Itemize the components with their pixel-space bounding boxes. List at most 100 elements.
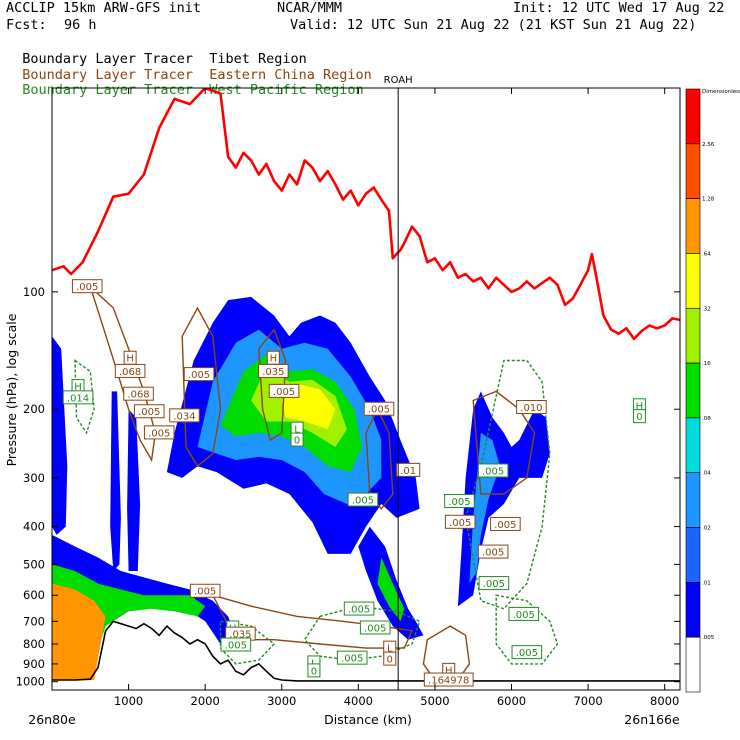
label-box [632, 409, 646, 424]
column-c [52, 336, 68, 535]
colorbar-swatch [685, 307, 701, 364]
label-box [258, 363, 289, 378]
forecast-label: Fcst: [6, 17, 47, 33]
y-tick-label: 600 [23, 588, 45, 602]
contour-label: .014 [67, 393, 89, 404]
brown-contour-west [88, 284, 157, 463]
tracer-contours [52, 284, 680, 682]
brown-contour-low-east [422, 625, 471, 681]
colorbar-swatch [685, 582, 701, 638]
label-box [343, 601, 375, 616]
contour-label: .005 [494, 520, 516, 531]
forecast-value: 96 h [64, 17, 97, 33]
contour-label: .005 [482, 466, 504, 477]
colorbar-label: .16 [702, 361, 711, 367]
contour-label: .005 [368, 405, 390, 416]
contour-label: 0 [311, 666, 317, 677]
contour-label: .034 [173, 411, 195, 422]
x-tick-label: 5000 [420, 694, 449, 708]
contour-label: H [270, 354, 278, 365]
label-box [444, 494, 475, 509]
contour-label: .068 [127, 390, 149, 401]
contour-labels: .005H.068H.014.068.005.005.005.034H.035.… [62, 279, 646, 687]
y-axis: 100 200 300 400 500 600 700 800 900 1000 [16, 285, 680, 689]
contour-label: .005 [188, 370, 210, 381]
tropopause-line [52, 88, 680, 341]
green-contour-east [464, 359, 551, 610]
label-box [478, 576, 510, 591]
colorbar-swatch [685, 253, 701, 309]
label-box [123, 386, 154, 401]
label-box [363, 401, 395, 416]
colorbar-label: 2.56 [702, 142, 715, 148]
x-axis-title: Distance (km) [324, 712, 412, 727]
label-box [383, 651, 397, 666]
label-box [423, 672, 474, 687]
label-box [71, 279, 103, 294]
label-box [183, 367, 215, 382]
contour-label: H [445, 666, 453, 677]
colorbar: .005 .01 .02 .04 .08 .16 .32 .64 1.28 2.56 Dimensi… [685, 88, 740, 693]
colorbar-label: .08 [702, 416, 711, 422]
org-label: NCAR/MMM [277, 0, 343, 16]
y-tick-label: 300 [23, 471, 45, 485]
label-box [290, 432, 304, 447]
colorbar-label: .32 [702, 306, 711, 312]
colorbar-swatch [685, 143, 701, 199]
contour-label: .005 [352, 496, 374, 507]
column-a [110, 391, 121, 571]
label-box [347, 492, 379, 507]
label-box [62, 390, 94, 405]
label-box [444, 514, 476, 529]
label-box [511, 645, 543, 660]
label-box [220, 637, 252, 652]
contour-label: .005 [148, 428, 170, 439]
green-contour-west [74, 359, 95, 435]
brown-contour-east [472, 390, 536, 495]
plot-frame [51, 87, 681, 691]
model-title: ACCLIP 15km ARW-GFS init [6, 0, 202, 16]
green-contour-low-east [495, 594, 559, 665]
x-tick-label: 2000 [191, 694, 220, 708]
contour-label: H [636, 401, 644, 412]
contour-label: .035 [229, 630, 251, 641]
bl-west-outer [52, 534, 236, 679]
y-tick-label: 900 [23, 657, 45, 671]
y-tick-label: 500 [23, 557, 45, 571]
colorbar-swatch [685, 198, 701, 254]
legend-west-pacific-region: West Pacific Region [209, 82, 364, 98]
label-box [516, 400, 547, 415]
colorbar-label: .02 [702, 526, 711, 532]
colorbar-swatch [685, 472, 701, 528]
legend-west-pacific-label: Boundary Layer Tracer [22, 82, 193, 98]
label-box [143, 425, 175, 440]
colorbar-label: .005 [702, 635, 715, 641]
label-box [477, 544, 509, 559]
x-tick-label: 7000 [573, 694, 602, 708]
contour-label: .005 [348, 605, 370, 616]
contour-label: .005 [225, 641, 247, 652]
y-tick-label: 400 [23, 520, 45, 534]
label-box [268, 383, 300, 398]
start-label: 26n80e [28, 712, 76, 727]
colorbar-label: .04 [702, 471, 711, 477]
legend-eastern-china-region: Eastern China Region [209, 67, 372, 83]
contour-label: .005 [364, 623, 386, 634]
filament-inner [377, 557, 405, 622]
green-contour-sw [219, 620, 276, 665]
y-tick-label: 800 [23, 637, 45, 651]
contour-label: .005 [76, 282, 98, 293]
bl-west-orange [52, 583, 106, 680]
label-box [477, 463, 509, 478]
contour-label: .005 [448, 497, 470, 508]
init-time: Init: 12 UTC Wed 17 Aug 22 [513, 0, 725, 16]
contour-label: .005 [449, 518, 471, 529]
y-tick-label: 100 [23, 285, 45, 299]
contour-label: .005 [482, 548, 504, 559]
label-box [307, 663, 321, 678]
label-box [359, 620, 391, 635]
tropopause-polyline [52, 88, 680, 341]
label-box [336, 650, 368, 665]
colorbar-label: Dimensionless [702, 89, 740, 95]
